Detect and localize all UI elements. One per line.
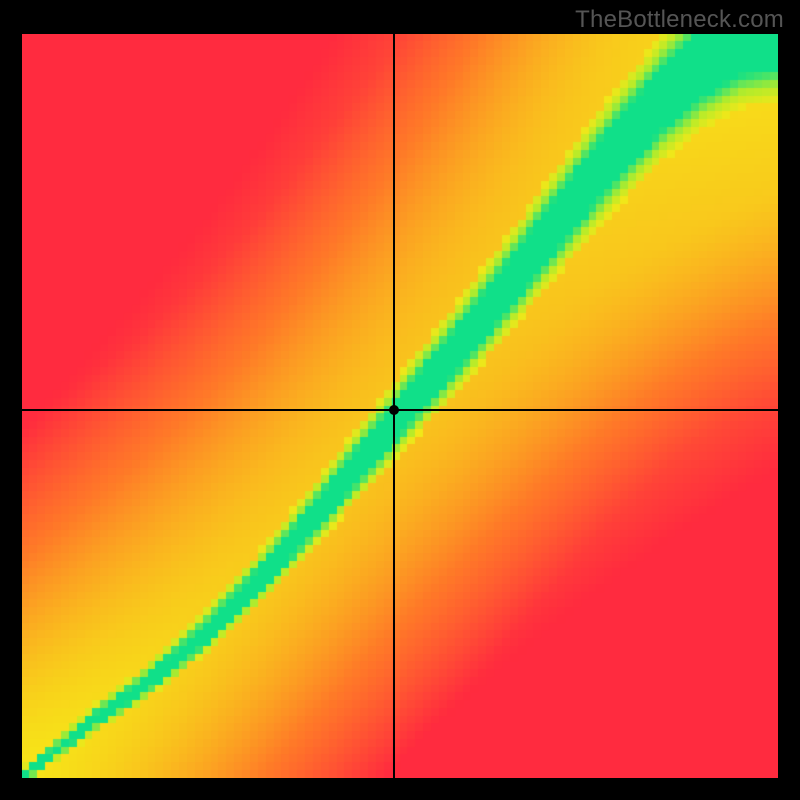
heatmap-plot <box>22 34 778 778</box>
crosshair-marker <box>389 405 399 415</box>
watermark-text: TheBottleneck.com <box>575 6 784 34</box>
heatmap-canvas <box>22 34 778 778</box>
chart-container: TheBottleneck.com <box>0 0 800 800</box>
crosshair-horizontal <box>22 409 778 411</box>
